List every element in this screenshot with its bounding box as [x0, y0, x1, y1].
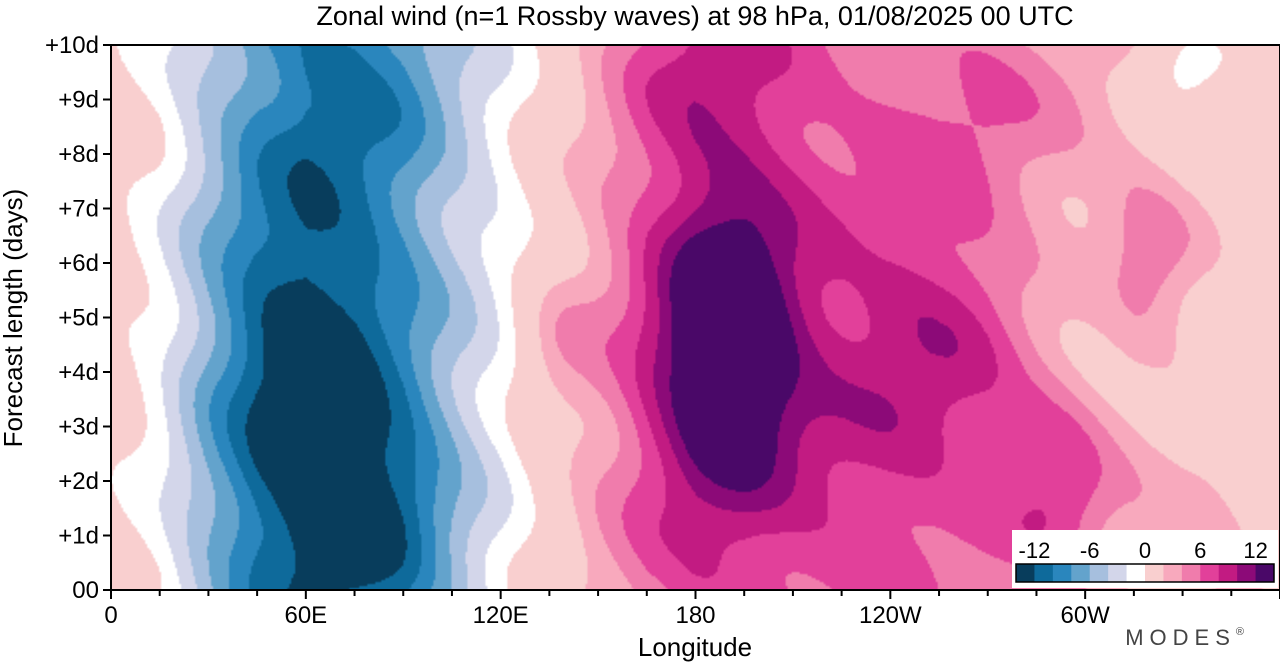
y-tick-label: +4d [58, 359, 99, 386]
colorbar-swatch [1145, 564, 1164, 582]
y-tick-label: +8d [58, 141, 99, 168]
colorbar-label: 0 [1139, 538, 1151, 563]
x-axis-label: Longitude [638, 632, 752, 662]
colorbar: -12 -6 0 6 12 [1012, 530, 1278, 588]
colorbar-swatch [1255, 564, 1275, 582]
colorbar-swatch [1071, 564, 1091, 582]
colorbar-swatch [1108, 564, 1128, 582]
x-tick-label: 60E [284, 602, 327, 629]
x-tick-label: 0 [104, 602, 117, 629]
colorbar-swatch [1089, 564, 1109, 582]
colorbar-swatch [1034, 564, 1054, 582]
x-tick-label: 120W [859, 602, 922, 629]
y-tick-label: +3d [58, 414, 99, 441]
x-tick-label: 120E [473, 602, 529, 629]
y-tick-label: +7d [58, 196, 99, 223]
colorbar-label: -12 [1019, 538, 1051, 563]
y-tick-label: +5d [58, 305, 99, 332]
watermark-mark: ® [1236, 626, 1250, 638]
colorbar-label: 6 [1194, 538, 1206, 563]
plot-area [111, 45, 1280, 590]
y-tick-label: +10d [45, 32, 99, 59]
x-axis-ticks: 0 60E 120E 180 120W 60W [104, 590, 1280, 629]
colorbar-swatch [1052, 564, 1072, 582]
colorbar-label: -6 [1080, 538, 1100, 563]
colorbar-frame [1015, 563, 1275, 583]
colorbar-swatch [1181, 564, 1201, 582]
colorbar-swatch [1237, 564, 1257, 582]
y-tick-label: 00 [72, 577, 99, 604]
y-tick-label: +6d [58, 250, 99, 277]
watermark-text: MODES [1125, 625, 1236, 650]
colorbar-label: 12 [1243, 538, 1267, 563]
y-axis-label: Forecast length (days) [0, 189, 28, 448]
colorbar-swatch [1200, 564, 1220, 582]
y-tick-label: +2d [58, 468, 99, 495]
x-tick-label: 60W [1060, 602, 1110, 629]
y-tick-label: +9d [58, 87, 99, 114]
colorbar-swatch [1163, 564, 1183, 582]
modes-watermark: MODES® [1125, 625, 1250, 650]
wind-contour-field [111, 45, 1280, 590]
y-tick-label: +1d [58, 523, 99, 550]
colorbar-swatch [1218, 564, 1238, 582]
colorbar-swatch [1016, 564, 1035, 582]
colorbar-swatch [1126, 564, 1146, 582]
chart-title: Zonal wind (n=1 Rossby waves) at 98 hPa,… [316, 1, 1073, 31]
y-axis-ticks: 00 +1d +2d +3d +4d +5d +6d +7d +8d +9d +10d [45, 32, 111, 604]
x-tick-label: 180 [675, 602, 715, 629]
